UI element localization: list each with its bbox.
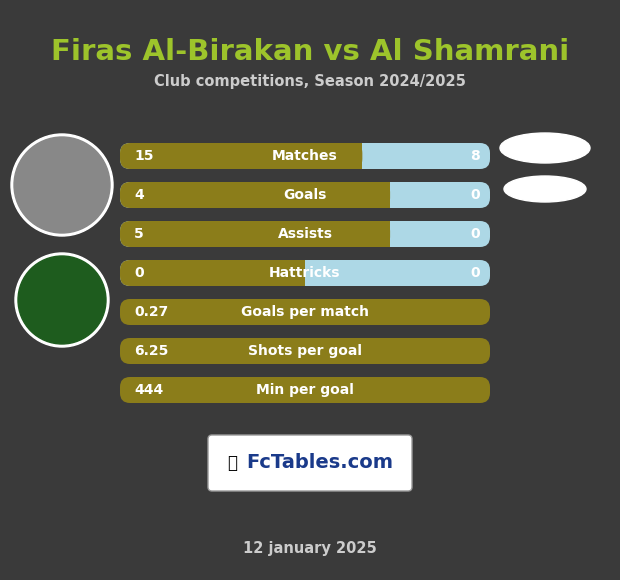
Text: FcTables.com: FcTables.com [247,454,394,473]
Ellipse shape [500,133,590,163]
Text: Shots per goal: Shots per goal [248,344,362,358]
Text: 15: 15 [134,149,154,163]
Text: Firas Al-Birakan vs Al Shamrani: Firas Al-Birakan vs Al Shamrani [51,38,569,66]
Text: 0: 0 [471,188,480,202]
Text: 0.27: 0.27 [134,305,168,319]
FancyBboxPatch shape [120,338,490,364]
FancyBboxPatch shape [120,143,362,169]
Text: 0: 0 [471,227,480,241]
Text: Min per goal: Min per goal [256,383,354,397]
Text: 444: 444 [134,383,163,397]
Text: 6.25: 6.25 [134,344,169,358]
FancyBboxPatch shape [120,260,305,286]
Text: Hattricks: Hattricks [269,266,341,280]
FancyBboxPatch shape [120,221,490,247]
FancyBboxPatch shape [120,182,490,208]
Text: Goals: Goals [283,188,327,202]
Text: 0: 0 [134,266,144,280]
FancyBboxPatch shape [120,260,490,286]
Circle shape [18,256,106,344]
FancyBboxPatch shape [120,143,490,169]
Bar [295,260,305,286]
Text: 0: 0 [471,266,480,280]
Text: 📊: 📊 [227,454,237,472]
Bar [380,221,390,247]
Text: Goals per match: Goals per match [241,305,369,319]
Text: 8: 8 [470,149,480,163]
Text: 4: 4 [134,188,144,202]
Text: Club competitions, Season 2024/2025: Club competitions, Season 2024/2025 [154,74,466,89]
FancyBboxPatch shape [120,299,490,325]
Text: Matches: Matches [272,149,338,163]
Text: 5: 5 [134,227,144,241]
Circle shape [14,137,110,233]
Text: 12 january 2025: 12 january 2025 [243,541,377,556]
Text: Assists: Assists [278,227,332,241]
Circle shape [15,253,109,347]
Bar [380,182,390,208]
FancyBboxPatch shape [120,377,490,403]
Ellipse shape [504,176,586,202]
FancyBboxPatch shape [120,182,390,208]
Bar [352,143,362,169]
Circle shape [11,134,113,236]
FancyBboxPatch shape [208,435,412,491]
FancyBboxPatch shape [120,221,390,247]
